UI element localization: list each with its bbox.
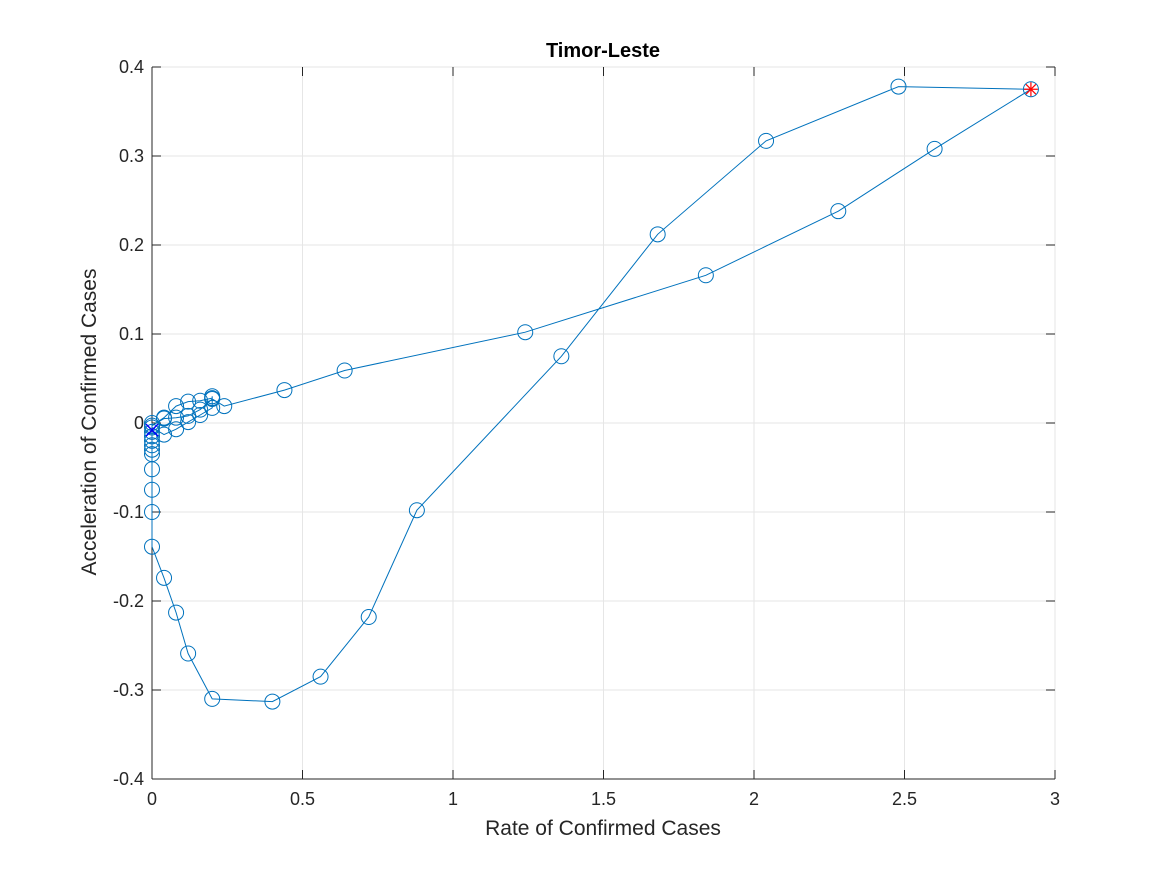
tick-labels: 0 0.5 1 1.5 2 2.5 3 -0.4 -0.3 -0.2 -0.1 0 0.1 0.2 0.3 0…	[113, 57, 1060, 809]
data-point	[517, 324, 534, 341]
x-axis-label: Rate of Confirmed Cases	[485, 817, 721, 840]
data-point	[264, 693, 281, 710]
data-point	[156, 410, 173, 427]
data-point	[156, 569, 173, 586]
data-point	[216, 398, 233, 415]
data-point	[553, 348, 570, 365]
data-point	[168, 604, 185, 621]
series-polyline	[151, 86, 1033, 703]
data-point	[360, 609, 377, 626]
data-point	[180, 645, 197, 662]
y-tick-label: 0.3	[119, 146, 144, 166]
data-point	[1022, 81, 1039, 98]
data-point	[649, 226, 666, 243]
data-point	[276, 382, 293, 399]
y-axis-label: Acceleration of Confirmed Cases	[78, 269, 101, 576]
end-cross-stroke	[145, 423, 159, 437]
chart-title: Timor-Leste	[546, 40, 660, 62]
data-point	[204, 690, 221, 707]
x-tick-label: 3	[1050, 789, 1060, 809]
data-point	[697, 267, 714, 284]
data-point	[144, 446, 160, 463]
x-tick-label: 2	[749, 789, 759, 809]
x-tick-label: 0	[147, 789, 157, 809]
data-point	[168, 409, 185, 426]
data-point	[408, 502, 425, 519]
data-point	[336, 362, 353, 379]
y-tick-label: 0.2	[119, 235, 144, 255]
data-point	[192, 392, 209, 409]
data-point	[144, 441, 160, 458]
y-tick-label: 0.4	[119, 57, 144, 77]
y-tick-label: -0.3	[113, 680, 144, 700]
x-tick-label: 1.5	[591, 789, 616, 809]
data-point	[204, 390, 221, 407]
y-tick-label: -0.4	[113, 769, 144, 789]
data-point	[758, 132, 775, 149]
data-point	[144, 504, 160, 520]
grid	[151, 66, 1056, 780]
data-point	[180, 414, 197, 431]
data-point	[168, 421, 185, 438]
data-point	[926, 140, 943, 157]
x-tick-label: 0.5	[290, 789, 315, 809]
data-point	[144, 538, 160, 555]
data-point	[144, 428, 160, 445]
data-point	[144, 437, 160, 454]
data-points	[144, 78, 1039, 710]
series-line	[151, 86, 1033, 703]
start-asterisk-stroke	[1025, 83, 1037, 95]
y-tick-label: -0.2	[113, 591, 144, 611]
y-tick-label: -0.1	[113, 502, 144, 522]
data-point	[144, 432, 160, 449]
x-tick-label: 2.5	[892, 789, 917, 809]
data-point	[180, 393, 197, 410]
data-point	[144, 481, 160, 498]
data-point	[204, 399, 221, 416]
data-point	[192, 401, 209, 418]
data-point	[192, 406, 209, 423]
data-point	[168, 398, 185, 415]
data-point	[312, 668, 329, 685]
data-point	[890, 78, 907, 95]
special-markers	[145, 82, 1038, 437]
y-tick-label: 0.1	[119, 324, 144, 344]
x-tick-label: 1	[448, 789, 458, 809]
data-point	[830, 203, 847, 220]
data-point	[144, 423, 160, 440]
y-tick-label: 0	[134, 413, 144, 433]
